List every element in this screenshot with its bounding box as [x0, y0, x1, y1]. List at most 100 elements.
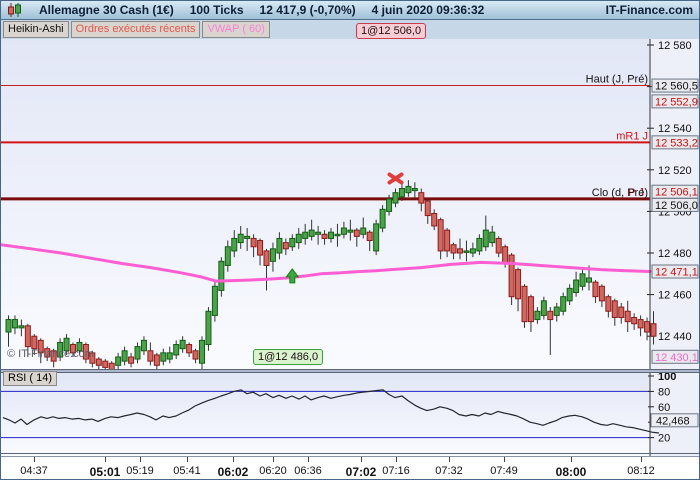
- candle-down: [431, 212, 438, 227]
- candle-up: [347, 229, 354, 233]
- panel-divider[interactable]: [1, 369, 699, 373]
- tab-heikin-ashi[interactable]: Heikin-Ashi: [3, 21, 69, 38]
- candle-up: [121, 350, 128, 362]
- candle-up: [160, 352, 167, 362]
- candle-down: [624, 310, 631, 323]
- candle-up: [469, 248, 476, 254]
- price-axis-box: [651, 197, 699, 212]
- candle-up: [392, 192, 399, 204]
- candle-down: [437, 219, 444, 252]
- time-axis[interactable]: 04:37 05:01 05:19 05:41 06:02 06:20 06:36 07:02…: [1, 456, 699, 479]
- candle-up: [340, 227, 347, 235]
- candle-down: [50, 350, 57, 362]
- candle-up: [534, 310, 541, 321]
- candle-up: [540, 300, 547, 316]
- pivot-line-label: P J: [628, 187, 644, 199]
- candle-up: [328, 231, 334, 239]
- candle-up: [57, 341, 64, 358]
- candle-down: [424, 200, 431, 217]
- rsi-line[interactable]: [2, 389, 660, 434]
- buy-arrow-marker[interactable]: [285, 268, 300, 284]
- candle-down: [547, 310, 554, 321]
- time-label: 07:02: [345, 465, 377, 479]
- candle-up: [244, 235, 251, 239]
- candle-up: [269, 248, 276, 262]
- price-axis-box-label: 12 533,2: [655, 137, 698, 149]
- candle-up: [140, 339, 147, 352]
- tab-vwap[interactable]: VWAP ( 60): [202, 21, 270, 38]
- price-axis-box: [651, 78, 699, 93]
- time-label: 05:41: [173, 465, 201, 477]
- rsi-panel[interactable]: 1008060402042,468: [1, 371, 700, 456]
- candlestick-icon: [7, 3, 23, 17]
- price-axis-box-label: 12 506,1: [655, 187, 698, 199]
- time-tick: [396, 457, 397, 462]
- rsi-plot-bg: [1, 373, 699, 456]
- time-label: 06:02: [217, 465, 249, 479]
- candle-up: [373, 223, 380, 252]
- title-bar: Allemagne 30 Cash (1€) 100 Ticks 12 417,…: [1, 1, 699, 20]
- rsi-tick-label: 100: [658, 373, 676, 383]
- candle-down: [495, 237, 502, 254]
- candle-up: [134, 346, 141, 360]
- price-axis-box-label: 12 471,1: [655, 267, 698, 279]
- candle-up: [231, 237, 238, 252]
- candle-up: [18, 325, 25, 329]
- candle-up: [482, 229, 489, 248]
- candle-up: [398, 188, 405, 198]
- last-price-change: 12 417,9 (-0,70%): [259, 3, 356, 17]
- candle-up: [276, 237, 283, 254]
- time-tick: [361, 457, 362, 462]
- sell-execution-label[interactable]: 1@12 506,0: [356, 23, 427, 39]
- candle-down: [592, 281, 599, 298]
- rsi-canvas[interactable]: 1008060402042,468: [1, 371, 700, 456]
- candle-down: [321, 233, 328, 239]
- candle-down: [618, 306, 625, 318]
- candle-down: [450, 244, 457, 254]
- candle-up: [489, 231, 496, 244]
- candle-down: [650, 323, 657, 337]
- candle-up: [199, 339, 205, 364]
- candle-up: [586, 277, 592, 283]
- candle-down: [611, 300, 618, 318]
- time-label: 04:37: [20, 465, 48, 477]
- time-label: 05:19: [126, 465, 154, 477]
- price-tick-label: 12 460: [658, 290, 692, 302]
- candle-up: [308, 229, 315, 237]
- buy-execution-label[interactable]: 1@12 486,0: [253, 349, 324, 365]
- candle-up: [315, 231, 322, 235]
- candle-up: [476, 237, 483, 252]
- candle-down: [95, 358, 102, 366]
- candle-up: [224, 246, 231, 266]
- level-line-label: Haut (J, Pré): [586, 74, 648, 86]
- candle-down: [366, 231, 373, 242]
- sell-x-marker[interactable]: [387, 172, 404, 185]
- indicator-tab-bar: Heikin-Ashi Ordres exécutés récents VWAP…: [1, 20, 699, 39]
- candle-up: [63, 337, 70, 352]
- rsi-tick-label: 80: [658, 386, 670, 398]
- time-label: 08:12: [627, 465, 655, 477]
- candle-down: [263, 250, 270, 266]
- candle-down: [37, 339, 44, 354]
- candle-down: [89, 352, 96, 364]
- candle-down: [502, 246, 509, 264]
- time-tick: [449, 457, 450, 462]
- time-tick: [34, 457, 35, 462]
- rsi-indicator-tab[interactable]: RSI ( 14): [3, 371, 58, 386]
- vwap-line[interactable]: [1, 243, 652, 283]
- price-axis-box: [651, 349, 699, 364]
- price-tick-label: 12 520: [658, 165, 692, 177]
- rsi-tick-label: 60: [658, 402, 670, 414]
- candle-up: [386, 198, 393, 212]
- rsi-tick-label: 20: [658, 433, 670, 445]
- price-tick-label: 12 580: [658, 40, 692, 52]
- tab-ordres-executes[interactable]: Ordres exécutés récents: [70, 21, 201, 38]
- price-tick-label: 12 480: [658, 248, 692, 260]
- time-tick: [105, 457, 106, 462]
- current-datetime: 4 juin 2020 09:36:32: [371, 3, 485, 17]
- time-tick: [308, 457, 309, 462]
- candle-up: [553, 306, 560, 316]
- candle-up: [566, 287, 573, 302]
